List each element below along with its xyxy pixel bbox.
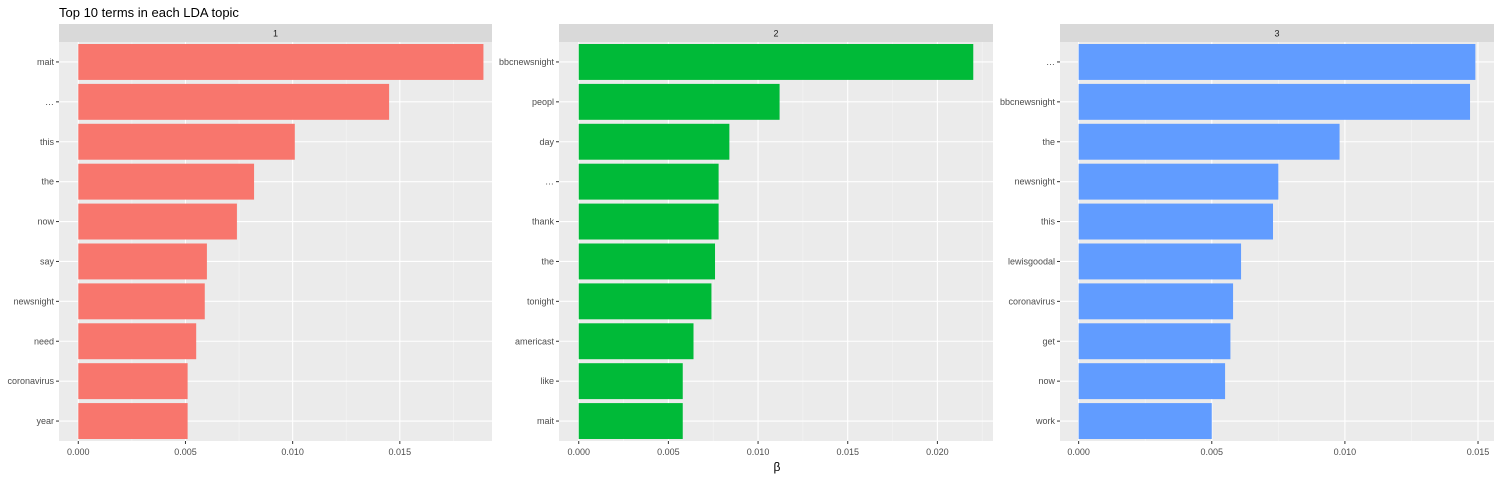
- x-tick-label: 0.005: [1201, 447, 1224, 457]
- bar: [578, 203, 719, 240]
- x-axis-label: β: [774, 460, 781, 474]
- bar: [78, 43, 484, 80]
- facet-panels: 1 0.000 0.005 0.010 0.015 mait … this the now say n…: [7, 24, 1494, 457]
- bar: [1078, 403, 1212, 440]
- y-tick-label: mait: [537, 416, 555, 426]
- facet-strip-label: 2: [773, 29, 778, 39]
- bar: [578, 83, 780, 120]
- facet-strip-label: 1: [273, 29, 278, 39]
- y-tick-label: need: [34, 336, 54, 346]
- y-tick-label: bbcnewsnight: [1000, 97, 1056, 107]
- y-tick-label: newsnight: [1014, 177, 1055, 187]
- y-tick-label: say: [40, 256, 55, 266]
- bar: [578, 403, 683, 440]
- y-tick-label: coronavirus: [1008, 296, 1055, 306]
- bar: [78, 83, 390, 120]
- facet-strip-bg: [59, 24, 492, 42]
- facet-strip-bg: [1060, 24, 1494, 42]
- facet-strip-label: 3: [1274, 29, 1279, 39]
- y-tick-label: coronavirus: [7, 376, 54, 386]
- x-tick-label: 0.005: [657, 447, 680, 457]
- facet-strip-bg: [559, 24, 993, 42]
- bar: [578, 43, 974, 80]
- bar: [1078, 283, 1234, 320]
- y-tick-label: work: [1035, 416, 1056, 426]
- y-tick-label: …: [45, 97, 54, 107]
- bar: [1078, 123, 1340, 160]
- y-tick-label: like: [540, 376, 554, 386]
- y-tick-label: the: [41, 177, 54, 187]
- bar: [1078, 203, 1274, 240]
- y-tick-label: lewisgoodal: [1008, 256, 1055, 266]
- bar: [1078, 83, 1471, 120]
- facet-panel-1: 1 0.000 0.005 0.010 0.015 mait … this the now say n…: [7, 24, 492, 457]
- x-tick-label: 0.000: [67, 447, 90, 457]
- bar: [1078, 323, 1231, 360]
- bar: [578, 283, 712, 320]
- y-tick-label: now: [37, 217, 54, 227]
- y-tick-label: now: [1038, 376, 1055, 386]
- bar: [578, 323, 694, 360]
- y-tick-label: this: [1041, 217, 1056, 227]
- facet-panel-3: 3 0.000 0.005 0.010 0.015 … bbcnewsnight the new…: [1000, 24, 1494, 457]
- x-tick-label: 0.015: [1467, 447, 1490, 457]
- x-tick-label: 0.010: [747, 447, 770, 457]
- y-tick-label: …: [545, 177, 554, 187]
- y-tick-label: tonight: [527, 296, 555, 306]
- x-tick-label: 0.000: [1067, 447, 1090, 457]
- bar: [78, 243, 207, 280]
- bar: [78, 163, 255, 200]
- x-tick-label: 0.015: [389, 447, 412, 457]
- y-tick-label: mait: [37, 57, 55, 67]
- y-tick-label: newsnight: [13, 296, 54, 306]
- bar: [1078, 363, 1226, 400]
- bar: [78, 203, 237, 240]
- y-tick-label: day: [539, 137, 554, 147]
- bar: [578, 163, 719, 200]
- x-tick-label: 0.000: [567, 447, 590, 457]
- y-tick-label: year: [36, 416, 54, 426]
- bar: [78, 283, 205, 320]
- x-tick-label: 0.010: [281, 447, 304, 457]
- y-tick-label: …: [1046, 57, 1055, 67]
- facet-panel-2: 2 0.000 0.005 0.010 0.015 0.020 bbcnewsnight pe…: [499, 24, 993, 457]
- bar: [578, 123, 730, 160]
- bar: [78, 323, 197, 360]
- y-tick-label: get: [1042, 336, 1055, 346]
- x-tick-label: 0.010: [1334, 447, 1357, 457]
- y-tick-label: the: [541, 256, 554, 266]
- bar: [1078, 163, 1279, 200]
- x-tick-label: 0.005: [174, 447, 197, 457]
- bar: [1078, 43, 1476, 80]
- bar: [578, 243, 716, 280]
- x-tick-label: 0.020: [926, 447, 949, 457]
- bar: [78, 123, 295, 160]
- y-tick-label: americast: [515, 336, 555, 346]
- y-tick-label: thank: [532, 217, 555, 227]
- bar: [78, 403, 188, 440]
- y-tick-label: this: [40, 137, 55, 147]
- x-tick-label: 0.015: [836, 447, 859, 457]
- y-tick-label: peopl: [532, 97, 554, 107]
- y-tick-label: bbcnewsnight: [499, 57, 555, 67]
- chart-title: Top 10 terms in each LDA topic: [59, 5, 239, 20]
- bar: [1078, 243, 1242, 280]
- bar: [78, 363, 188, 400]
- y-tick-label: the: [1042, 137, 1055, 147]
- bar: [578, 363, 683, 400]
